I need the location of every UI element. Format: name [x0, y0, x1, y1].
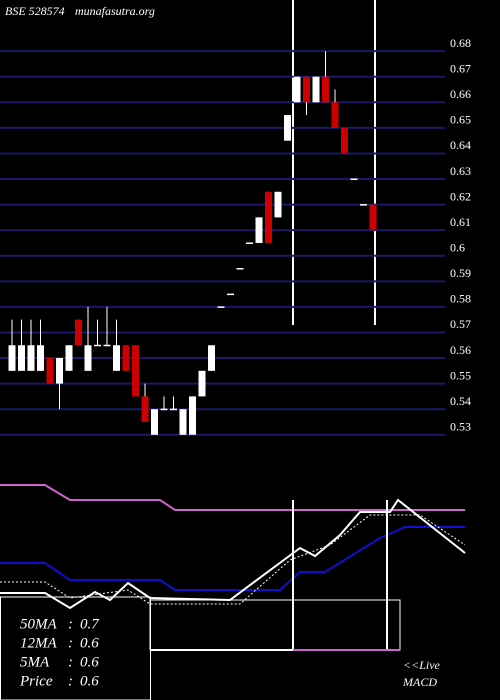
candle-body: [284, 115, 291, 141]
candle-body: [103, 344, 111, 347]
candle-body: [331, 102, 339, 128]
y-tick-label: 0.67: [450, 61, 471, 75]
candle-body: [132, 345, 139, 397]
candle-body: [37, 345, 44, 371]
candle-body: [170, 408, 177, 411]
macd-box: [149, 599, 401, 651]
stat-label: Price: [19, 673, 53, 689]
y-tick-label: 0.68: [450, 36, 471, 50]
stat-value: 0.6: [80, 635, 99, 651]
stat-label: 5MA: [20, 654, 50, 670]
candle-body: [84, 345, 92, 371]
chart-source: munafasutra.org: [75, 4, 155, 18]
y-tick-label: 0.58: [450, 292, 471, 306]
candle-body: [303, 76, 310, 103]
candle-body: [360, 204, 367, 206]
stat-value: 0.6: [80, 654, 99, 670]
candle-body: [274, 191, 282, 218]
y-tick-label: 0.56: [450, 343, 471, 357]
y-tick-label: 0.63: [450, 164, 471, 178]
candle-body: [217, 306, 225, 308]
y-tick-label: 0.54: [450, 394, 471, 408]
candle-body: [122, 345, 130, 371]
y-tick-label: 0.66: [450, 87, 471, 101]
stat-separator: :: [68, 635, 73, 651]
stat-separator: :: [68, 616, 73, 632]
candle-body: [255, 217, 263, 243]
candle-body: [350, 178, 358, 181]
candle-body: [293, 76, 301, 103]
stat-label: 12MA: [20, 635, 57, 651]
candle-body: [113, 345, 120, 371]
candle-body: [141, 396, 149, 422]
candle-body: [312, 76, 320, 103]
candle-body: [65, 345, 73, 371]
y-tick-label: 0.61: [450, 215, 471, 229]
indicator-panel: [0, 0, 466, 700]
y-tick-label: 0.59: [450, 266, 471, 280]
stat-separator: :: [68, 654, 73, 670]
stats-box: [0, 596, 151, 700]
chart-title: BSE 528574: [5, 4, 65, 18]
y-tick-label: 0.53: [450, 420, 471, 434]
candle-body: [94, 344, 101, 347]
candle-body: [246, 242, 253, 244]
y-tick-label: 0.55: [450, 368, 471, 382]
candle-body: [227, 293, 234, 296]
stat-value: 0.6: [80, 673, 99, 689]
candle-body: [75, 319, 82, 346]
candle-body: [27, 345, 35, 371]
ma-line-5: [0, 498, 466, 610]
y-tick-label: 0.6: [450, 240, 465, 254]
macd-label: MACD: [402, 675, 437, 689]
candle-body: [151, 409, 158, 435]
candle-body: [341, 127, 348, 154]
stat-value: 0.7: [80, 616, 100, 632]
y-tick-label: 0.57: [450, 317, 471, 331]
candle-body: [179, 409, 187, 435]
candle-body: [265, 191, 272, 243]
ma-line-12: [0, 526, 465, 591]
ma-line-50: [0, 484, 465, 511]
candle-body: [18, 345, 25, 371]
candle-body: [369, 204, 377, 231]
candle-body: [208, 345, 215, 371]
candle-body: [56, 358, 63, 384]
candle-body: [236, 268, 244, 270]
y-tick-label: 0.65: [450, 113, 471, 127]
candle-body: [189, 396, 196, 435]
live-label: <<Live: [403, 658, 441, 672]
y-tick-label: 0.62: [450, 189, 471, 203]
candle-body: [8, 345, 16, 371]
y-tick-label: 0.64: [450, 138, 471, 152]
candle-body: [46, 358, 54, 384]
stat-label: 50MA: [20, 616, 57, 632]
candle-body: [322, 76, 329, 103]
candle-body: [160, 408, 168, 411]
candle-body: [198, 370, 206, 397]
stat-separator: :: [68, 673, 73, 689]
